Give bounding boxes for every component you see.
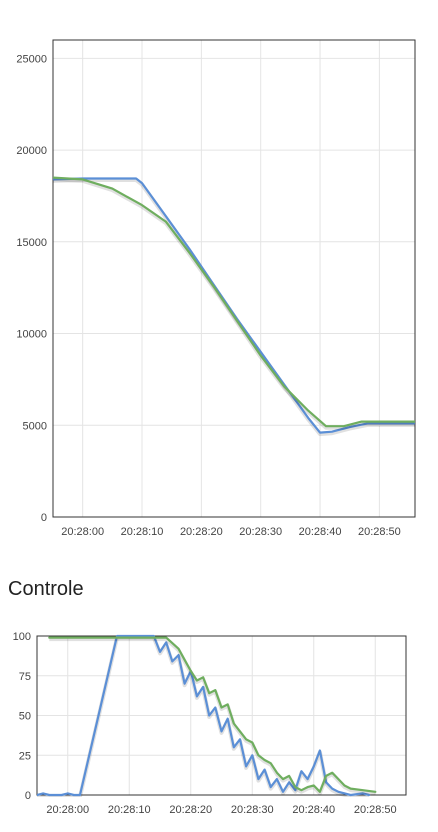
x-tick-label: 20:28:50 (358, 526, 401, 538)
x-tick-label: 20:28:20 (180, 526, 223, 538)
y-tick-label: 0 (25, 790, 31, 802)
y-tick-label: 5000 (23, 420, 47, 432)
series-1-line (53, 177, 415, 434)
section-title: Controle (8, 578, 84, 600)
series-1-shadow (37, 635, 370, 797)
series-2-line (53, 176, 415, 428)
y-tick-label: 25000 (16, 53, 47, 65)
x-tick-label: 20:28:40 (299, 526, 342, 538)
plot-frame (36, 635, 407, 796)
y-tick-label: 75 (19, 671, 31, 683)
series-2-line (48, 636, 377, 793)
gridlines (37, 635, 406, 796)
x-tick-label: 20:28:00 (46, 804, 89, 816)
x-tick-label: 20:28:30 (239, 526, 282, 538)
series-2-shadow (53, 177, 415, 430)
y-tick-label: 100 (13, 631, 31, 643)
gridlines (53, 40, 415, 518)
y-axis: 0 5000 10000 15000 20000 25000 (16, 53, 47, 524)
series-1-shadow (53, 178, 415, 437)
y-tick-label: 10000 (16, 329, 47, 341)
altitude-chart: 0 5000 10000 15000 20000 25000 20:28:00 20:28:1… (16, 39, 416, 538)
plot-frame (52, 39, 416, 518)
y-tick-label: 15000 (16, 237, 47, 249)
x-tick-label: 20:28:50 (354, 804, 397, 816)
x-tick-label: 20:28:10 (108, 804, 151, 816)
x-tick-label: 20:28:40 (292, 804, 335, 816)
series-lines (53, 176, 415, 437)
y-axis: 0 25 50 75 100 (13, 631, 31, 802)
x-axis: 20:28:00 20:28:10 20:28:20 20:28:30 20:28:40… (46, 804, 396, 816)
x-tick-label: 20:28:00 (61, 526, 104, 538)
x-tick-label: 20:28:20 (169, 804, 212, 816)
x-tick-label: 20:28:10 (121, 526, 164, 538)
series-lines (37, 634, 377, 797)
x-tick-label: 20:28:30 (231, 804, 274, 816)
x-axis: 20:28:00 20:28:10 20:28:20 20:28:30 20:28:40… (61, 526, 401, 538)
y-tick-label: 20000 (16, 145, 47, 157)
y-tick-label: 50 (19, 711, 31, 723)
y-tick-label: 0 (41, 512, 47, 524)
y-tick-label: 25 (19, 750, 31, 762)
series-1-line (37, 634, 371, 797)
